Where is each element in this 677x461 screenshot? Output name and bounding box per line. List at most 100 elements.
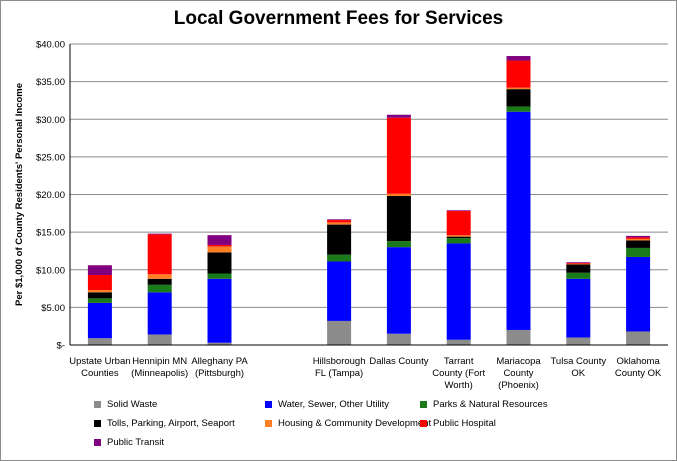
legend-label: Solid Waste: [107, 399, 158, 410]
bar-segment: [446, 210, 471, 212]
x-tick-label: Counties: [81, 368, 119, 379]
bar-segment: [506, 89, 531, 107]
y-tick-label: $15.00: [36, 228, 65, 239]
bar-segment: [147, 284, 172, 293]
bar-segment: [386, 196, 411, 242]
legend-swatch: [420, 420, 427, 427]
legend-swatch: [94, 401, 101, 408]
y-tick-label: $20.00: [36, 190, 65, 201]
bar-segment: [506, 329, 531, 345]
bar-segment: [506, 111, 531, 330]
x-tick-label: OK: [571, 368, 585, 379]
bar-segment: [446, 235, 471, 237]
bar-segment: [386, 241, 411, 248]
bar-segment: [566, 262, 591, 264]
legend-item: Public Transit: [94, 437, 164, 448]
bar-segment: [207, 273, 232, 279]
bar-segment: [386, 247, 411, 334]
legend-swatch: [265, 420, 272, 427]
x-tick-label: Tarrant: [444, 356, 474, 367]
bar-segment: [87, 338, 112, 345]
bar-segment: [446, 211, 471, 236]
bar-segment: [566, 264, 591, 273]
legend-swatch: [420, 401, 427, 408]
bar-segment: [566, 278, 591, 338]
bar-segment: [386, 117, 411, 194]
bar-segment: [147, 233, 172, 235]
x-tick-label: Upstate Urban: [69, 356, 130, 367]
bar-segment: [327, 222, 352, 225]
legend-label: Parks & Natural Resources: [433, 399, 548, 410]
bar-segment: [207, 342, 232, 345]
legend-item: Water, Sewer, Other Utility: [265, 399, 389, 410]
y-tick-label: $30.00: [36, 115, 65, 126]
bar-segment: [386, 114, 411, 118]
legend-label: Public Transit: [107, 437, 165, 448]
bar-segment: [327, 320, 352, 345]
legend-item: Solid Waste: [94, 399, 157, 410]
bar-segment: [446, 243, 471, 340]
bar-segment: [506, 106, 531, 112]
bar-segment: [566, 263, 591, 265]
legend-swatch: [94, 420, 101, 427]
x-tick-label: (Phoenix): [498, 380, 539, 391]
bar-segment: [506, 87, 531, 90]
bar-segment: [87, 292, 112, 299]
bar-segment: [566, 262, 591, 263]
bar-segment: [386, 333, 411, 345]
bar-segment: [626, 238, 651, 241]
bar-segment: [626, 331, 651, 345]
bar-segment: [626, 256, 651, 332]
bar-segment: [626, 240, 651, 248]
y-tick-labels: $- $5.00 $10.00 $15.00 $20.00 $25.00 $30.00 $35…: [36, 40, 65, 352]
legend-label: Water, Sewer, Other Utility: [278, 399, 390, 410]
chart-title: Local Government Fees for Services: [173, 8, 504, 29]
legend-label: Public Hospital: [433, 418, 496, 429]
bar-segment: [327, 261, 352, 321]
bar-segment: [147, 292, 172, 335]
bar-segment: [566, 272, 591, 279]
x-tick-label: (Minneapolis): [131, 368, 188, 379]
bar-segment: [87, 298, 112, 303]
bars: [87, 56, 651, 345]
x-tick-label: (Pittsburgh): [195, 368, 244, 379]
bar-segment: [87, 302, 112, 339]
x-tick-label: County OK: [615, 368, 662, 379]
x-tick-label: Worth): [445, 380, 473, 391]
y-tick-label: $-: [57, 341, 65, 352]
y-tick-label: $35.00: [36, 77, 65, 88]
x-tick-label: Alleghany PA: [191, 356, 248, 367]
x-tick-label: Hillsborough: [313, 356, 366, 367]
legend-item: Tolls, Parking, Airport, Seaport: [94, 418, 235, 429]
x-tick-label: Dallas County: [369, 356, 428, 367]
bar-segment: [147, 234, 172, 275]
bar-segment: [207, 246, 232, 253]
legend-label: Tolls, Parking, Airport, Seaport: [107, 418, 235, 429]
x-tick-label: Oklahoma: [616, 356, 660, 367]
x-tick-label: County: [503, 368, 533, 379]
legend-swatch: [265, 401, 272, 408]
bar-segment: [446, 339, 471, 345]
bar-segment: [207, 244, 232, 247]
bar-segment: [207, 278, 232, 343]
bar-segment: [327, 219, 352, 221]
y-tick-label: $25.00: [36, 152, 65, 163]
x-tick-label: FL (Tampa): [315, 368, 363, 379]
bar-segment: [87, 265, 112, 276]
legend-item: Public Hospital: [420, 418, 496, 429]
y-axis-label: Per $1,000 of County Residents' Personal…: [14, 83, 25, 306]
bar-segment: [506, 60, 531, 88]
bar-segment: [327, 220, 352, 223]
bar-segment: [147, 278, 172, 285]
y-tick-label: $40.00: [36, 40, 65, 51]
gridlines: [70, 43, 668, 346]
bar-segment: [87, 290, 112, 293]
legend-label: Housing & Community Development: [278, 418, 432, 429]
bar-segment: [207, 235, 232, 245]
bar-segment: [147, 334, 172, 345]
legend-item: Parks & Natural Resources: [420, 399, 548, 410]
y-tick-label: $10.00: [36, 265, 65, 276]
bar-segment: [506, 56, 531, 61]
